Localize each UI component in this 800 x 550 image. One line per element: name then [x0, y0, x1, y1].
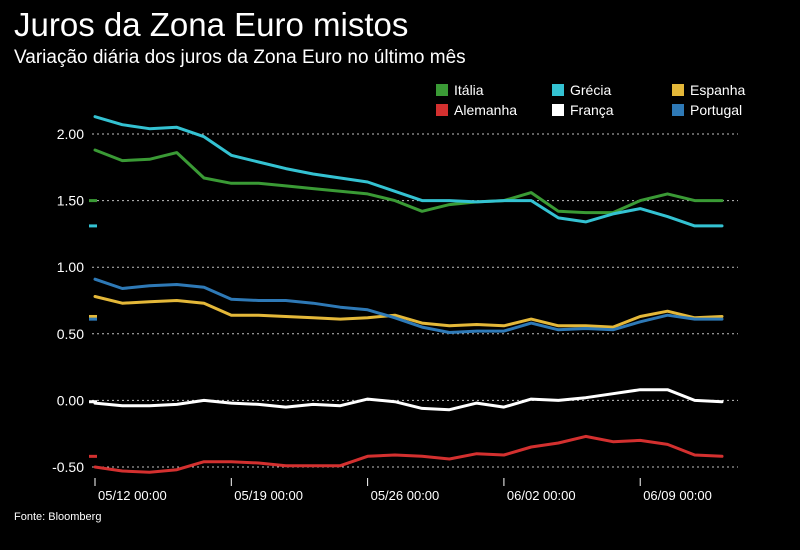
- x-tick-label: 05/26 00:00: [371, 488, 440, 503]
- legend-swatch: [672, 84, 684, 96]
- y-tick-label: -0.50: [52, 459, 84, 475]
- legend-swatch: [552, 104, 564, 116]
- source-note: Fonte: Bloomberg: [14, 511, 102, 523]
- series-line-portugal: [93, 277, 724, 334]
- legend-item: Espanha: [672, 82, 745, 98]
- x-tick-label: 05/12 00:00: [98, 488, 167, 503]
- legend-swatch: [436, 104, 448, 116]
- legend-swatch: [552, 84, 564, 96]
- chart-subtitle: Variação diária dos juros da Zona Euro n…: [14, 47, 466, 68]
- series-line-frança: [93, 388, 724, 412]
- y-tick-label: 1.50: [57, 193, 84, 209]
- series-line-grécia: [93, 115, 724, 228]
- legend-label: Grécia: [570, 82, 612, 98]
- legend-item: Portugal: [672, 102, 742, 118]
- legend-item: Alemanha: [436, 102, 517, 118]
- series-line-espanha: [93, 295, 724, 329]
- chart-legend: Itália Grécia Espanha Alemanha França Portuga…: [436, 82, 756, 126]
- x-tick-label: 05/19 00:00: [234, 488, 303, 503]
- x-tick-label: 06/02 00:00: [507, 488, 576, 503]
- y-tick-label: 2.00: [57, 126, 84, 142]
- legend-label: Alemanha: [454, 102, 518, 118]
- legend-label: Espanha: [690, 82, 746, 98]
- legend-label: Itália: [454, 82, 484, 98]
- legend-item: Grécia: [552, 82, 611, 98]
- y-tick-label: 0.00: [57, 392, 84, 408]
- legend-item: Itália: [436, 82, 484, 98]
- series-line-alemanha: [93, 434, 724, 474]
- y-tick-label: 0.50: [57, 326, 84, 342]
- legend-swatch: [436, 84, 448, 96]
- legend-item: França: [552, 102, 614, 118]
- legend-label: Portugal: [690, 102, 743, 118]
- legend-swatch: [672, 104, 684, 116]
- series-line-itália: [93, 148, 724, 215]
- legend-label: França: [570, 102, 614, 118]
- chart-title: Juros da Zona Euro mistos: [14, 6, 409, 43]
- y-tick-label: 1.00: [57, 259, 84, 275]
- x-tick-label: 06/09 00:00: [643, 488, 712, 503]
